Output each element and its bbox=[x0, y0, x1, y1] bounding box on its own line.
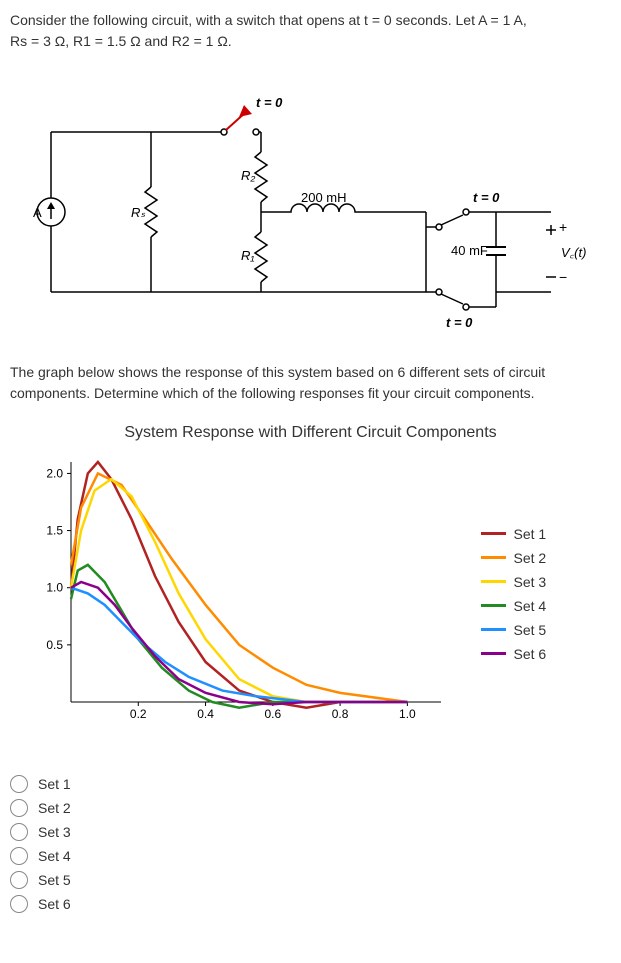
legend-item: Set 5 bbox=[481, 622, 547, 638]
svg-text:0.2: 0.2 bbox=[129, 707, 146, 721]
legend-item: Set 4 bbox=[481, 598, 547, 614]
option-label: Set 6 bbox=[38, 896, 71, 912]
rs-label: Rₛ bbox=[131, 205, 145, 220]
option-label: Set 4 bbox=[38, 848, 71, 864]
cap-label: 40 mF bbox=[451, 243, 488, 258]
legend-line bbox=[481, 580, 506, 583]
switch-top-label: t = 0 bbox=[256, 95, 283, 110]
radio-icon[interactable] bbox=[10, 823, 28, 841]
answer-options: Set 1 Set 2 Set 3 Set 4 Set 5 Set 6 bbox=[10, 775, 611, 913]
inductor-label: 200 mH bbox=[301, 190, 347, 205]
legend-line bbox=[481, 628, 506, 631]
radio-icon[interactable] bbox=[10, 871, 28, 889]
svg-text:1.0: 1.0 bbox=[46, 581, 63, 595]
radio-icon[interactable] bbox=[10, 847, 28, 865]
svg-text:0.4: 0.4 bbox=[197, 707, 214, 721]
svg-text:2.0: 2.0 bbox=[46, 466, 63, 480]
svg-text:0.5: 0.5 bbox=[46, 638, 63, 652]
legend-label: Set 6 bbox=[514, 646, 547, 662]
legend-label: Set 5 bbox=[514, 622, 547, 638]
problem-line1: Consider the following circuit, with a s… bbox=[10, 12, 527, 28]
option-label: Set 5 bbox=[38, 872, 71, 888]
option-row[interactable]: Set 5 bbox=[10, 871, 611, 889]
problem-line2: Rs = 3 Ω, R1 = 1.5 Ω and R2 = 1 Ω. bbox=[10, 33, 232, 49]
option-row[interactable]: Set 6 bbox=[10, 895, 611, 913]
switch-rb-label: t = 0 bbox=[446, 315, 473, 330]
option-row[interactable]: Set 4 bbox=[10, 847, 611, 865]
option-row[interactable]: Set 1 bbox=[10, 775, 611, 793]
legend-item: Set 3 bbox=[481, 574, 547, 590]
option-row[interactable]: Set 2 bbox=[10, 799, 611, 817]
source-label: A bbox=[33, 205, 42, 220]
legend-label: Set 3 bbox=[514, 574, 547, 590]
svg-text:0.8: 0.8 bbox=[331, 707, 348, 721]
legend-item: Set 2 bbox=[481, 550, 547, 566]
legend-line bbox=[481, 532, 506, 535]
chart-container: System Response with Different Circuit C… bbox=[31, 424, 591, 735]
svg-text:1.5: 1.5 bbox=[46, 524, 63, 538]
legend-label: Set 1 bbox=[514, 526, 547, 542]
option-row[interactable]: Set 3 bbox=[10, 823, 611, 841]
circuit-diagram: A Rₛ t = 0 R₂ R₁ 200 mH t bbox=[31, 72, 591, 342]
option-label: Set 3 bbox=[38, 824, 71, 840]
r1-label: R₁ bbox=[241, 248, 255, 263]
circuit-svg: A Rₛ t = 0 R₂ R₁ 200 mH t bbox=[31, 72, 591, 342]
legend-label: Set 4 bbox=[514, 598, 547, 614]
legend-line bbox=[481, 604, 506, 607]
chart-legend: Set 1 Set 2 Set 3 Set 4 Set 5 Set 6 bbox=[481, 518, 547, 670]
legend-line bbox=[481, 652, 506, 655]
radio-icon[interactable] bbox=[10, 895, 28, 913]
chart-title: System Response with Different Circuit C… bbox=[31, 424, 591, 442]
svg-text:1.0: 1.0 bbox=[399, 707, 416, 721]
chart-svg: 0.5 1.0 1.5 2.0 0.2 0.4 0.6 0.8 1.0 bbox=[31, 452, 451, 732]
option-label: Set 2 bbox=[38, 800, 71, 816]
legend-line bbox=[481, 556, 506, 559]
vc-label: V꜀(t) bbox=[561, 245, 586, 260]
legend-item: Set 6 bbox=[481, 646, 547, 662]
plus-label: + bbox=[559, 219, 567, 235]
problem-statement: Consider the following circuit, with a s… bbox=[10, 10, 611, 52]
option-label: Set 1 bbox=[38, 776, 71, 792]
legend-label: Set 2 bbox=[514, 550, 547, 566]
r2-label: R₂ bbox=[241, 168, 255, 183]
legend-item: Set 1 bbox=[481, 526, 547, 542]
switch-rt-label: t = 0 bbox=[473, 190, 500, 205]
radio-icon[interactable] bbox=[10, 775, 28, 793]
radio-icon[interactable] bbox=[10, 799, 28, 817]
minus-label: − bbox=[559, 269, 567, 285]
description-text: The graph below shows the response of th… bbox=[10, 362, 611, 404]
svg-text:0.6: 0.6 bbox=[264, 707, 281, 721]
